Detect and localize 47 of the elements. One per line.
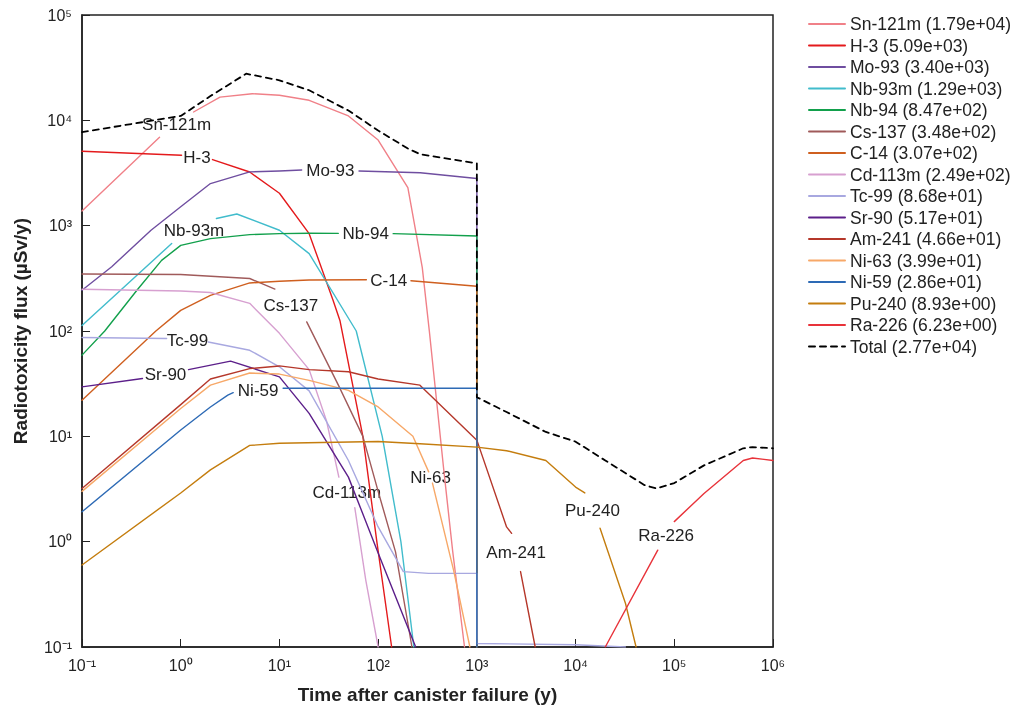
x-tick-label: 10² [366, 656, 391, 674]
annotation: Ra-226 [638, 526, 694, 546]
y-axis-title: Radiotoxicity flux (µSv/y) [10, 217, 31, 445]
legend-label: H-3 (5.09e+03) [850, 35, 969, 56]
legend-label: Am-241 (4.66e+01) [850, 229, 1002, 249]
x-tick-label: 10⁴ [563, 656, 589, 674]
x-axis-title: Time after canister failure (y) [297, 684, 558, 705]
legend-label: Nb-94 (8.47e+02) [850, 100, 988, 120]
annotation: Sr-90 [144, 364, 187, 384]
legend-label: Sn-121m (1.79e+04) [850, 14, 1012, 34]
legend-label: Ni-63 (3.99e+01) [850, 250, 982, 271]
legend-label: Cs-137 (3.48e+02) [850, 121, 997, 142]
x-tick-label: 10¹ [267, 656, 291, 674]
legend-label: Nb-93m (1.29e+03) [850, 78, 1003, 99]
annotation: Ni-59 [237, 380, 279, 400]
x-tick-label: 10⁵ [662, 656, 687, 674]
y-tick-label: 10⁻¹ [43, 638, 72, 656]
annotation: Sn-121m [142, 115, 212, 135]
legend-label: Total (2.77e+04) [850, 336, 977, 357]
legend-label: Ra-226 (6.23e+00) [850, 315, 998, 335]
y-tick-label: 10⁰ [48, 533, 72, 551]
annotation: Am-241 [486, 542, 546, 562]
x-tick-label: 10⁶ [760, 656, 786, 674]
legend-label: Sr-90 (5.17e+01) [850, 207, 983, 228]
annotation: Nb-93m [163, 221, 225, 241]
y-tick-label: 10⁵ [47, 6, 72, 24]
annotation: H-3 [183, 147, 211, 167]
y-tick-label: 10³ [48, 217, 73, 235]
annotation: Cs-137 [263, 295, 319, 315]
annotation: Nb-94 [342, 224, 389, 244]
legend-label: Pu-240 (8.93e+00) [850, 293, 997, 314]
x-tick-label: 10⁰ [168, 656, 193, 674]
annotation: Ni-63 [410, 467, 451, 487]
legend-label: Tc-99 (8.68e+01) [850, 186, 983, 206]
annotation: Mo-93 [306, 161, 355, 180]
x-tick-label: 10⁻¹ [67, 656, 97, 674]
annotation: Tc-99 [166, 330, 209, 350]
y-tick-label: 10¹ [48, 427, 72, 445]
x-tick-label: 10³ [465, 656, 490, 674]
annotation: Pu-240 [565, 501, 620, 521]
legend-label: Mo-93 (3.40e+03) [850, 57, 990, 77]
legend-label: Ni-59 (2.86e+01) [850, 272, 982, 292]
y-tick-label: 10² [48, 322, 73, 340]
legend-label: C-14 (3.07e+02) [850, 143, 978, 163]
annotation: C-14 [370, 270, 408, 290]
y-tick-label: 10⁴ [47, 111, 73, 129]
legend-label: Cd-113m (2.49e+02) [850, 164, 1011, 185]
